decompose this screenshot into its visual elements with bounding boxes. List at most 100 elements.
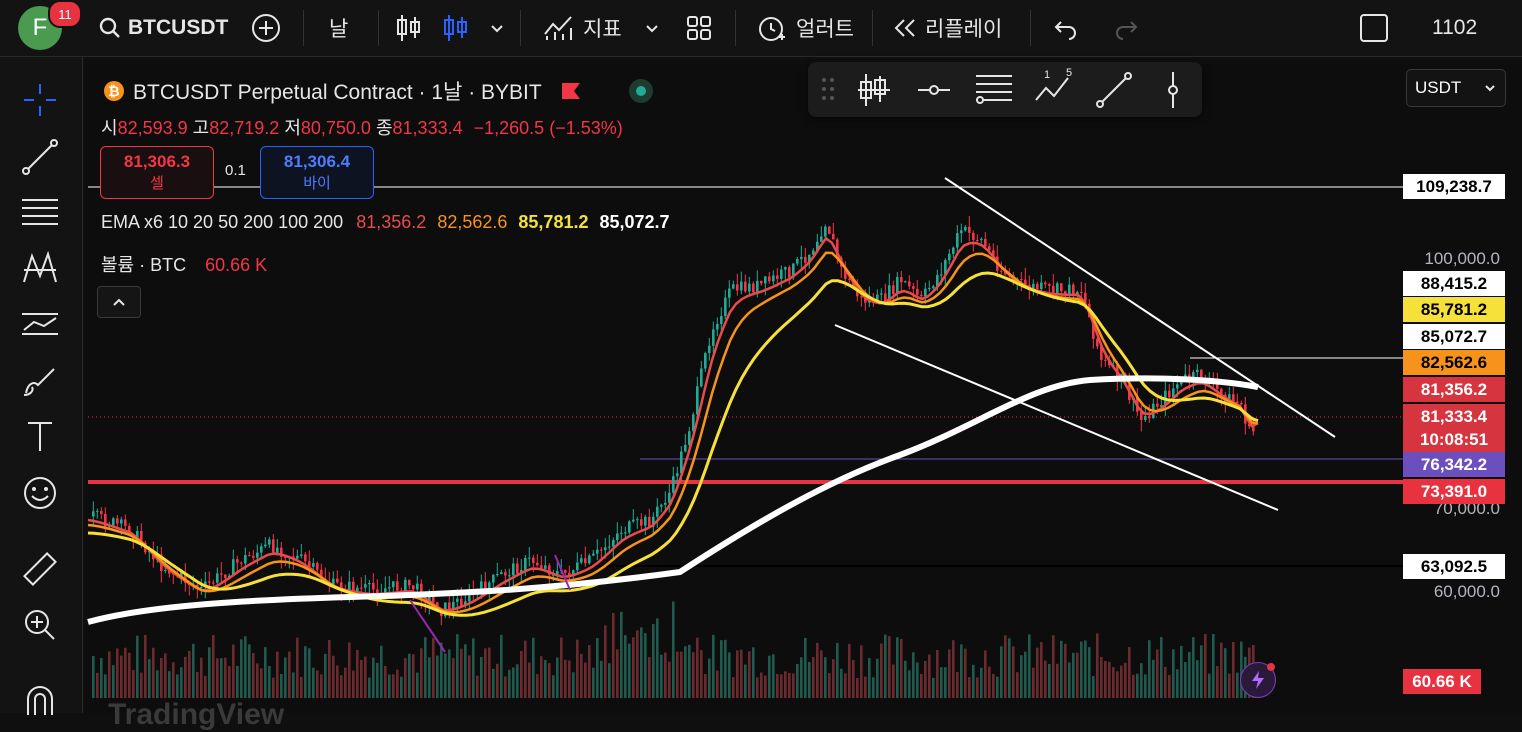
volume-bar — [732, 677, 735, 698]
zoom-tool[interactable] — [18, 603, 62, 647]
volume-bar — [240, 639, 243, 698]
indicators-dropdown[interactable] — [643, 0, 661, 56]
collapse-legend-button[interactable] — [97, 286, 141, 318]
volume-bar — [1132, 674, 1135, 698]
candle-body — [724, 297, 727, 317]
replay-button[interactable]: 리플레이 — [891, 0, 1002, 56]
redo-button[interactable] — [1113, 0, 1139, 56]
brush-tool[interactable] — [18, 359, 62, 403]
candle-body — [304, 554, 307, 562]
buy-button[interactable]: 81,306.4 바이 — [260, 146, 374, 199]
candle-body — [764, 276, 767, 284]
candle-body — [1024, 279, 1027, 285]
volume-bar — [148, 659, 151, 698]
volume-bar — [972, 664, 975, 698]
crosshair-tool[interactable] — [18, 78, 62, 122]
volume-bar — [292, 672, 295, 698]
volume-bar — [1052, 635, 1055, 698]
fullscreen-button[interactable] — [1358, 0, 1390, 56]
horizontal-ray-icon[interactable] — [916, 70, 952, 110]
volume-bar — [384, 665, 387, 698]
undo-button[interactable] — [1053, 0, 1079, 56]
volume-bar — [532, 637, 535, 698]
grid-layout-icon — [687, 16, 711, 40]
volume-bar — [524, 640, 527, 698]
volume-bar — [660, 654, 663, 698]
vertical-line-icon[interactable] — [1158, 70, 1188, 110]
candle-body — [312, 563, 315, 567]
volume-bar — [1208, 673, 1211, 698]
candle-body — [1040, 282, 1043, 290]
candle-body — [888, 285, 891, 302]
volume-bar — [1144, 674, 1147, 698]
volume-bar — [324, 653, 327, 698]
volume-legend[interactable]: 볼륨 · BTC 60.66 K — [101, 255, 268, 275]
layout-number[interactable]: 1102 — [1432, 16, 1478, 39]
bar-style-button[interactable] — [396, 0, 422, 56]
emoji-tool[interactable] — [18, 471, 62, 515]
ruler-icon — [23, 552, 57, 586]
line-tool-icon[interactable] — [1094, 70, 1134, 110]
volume-bar — [868, 658, 871, 698]
currency-select[interactable]: USDT — [1406, 69, 1506, 107]
candle-body — [1144, 416, 1147, 420]
flash-icon[interactable] — [1240, 662, 1276, 698]
symbol-label: BTCUSDT — [128, 16, 229, 39]
volume-bar — [1216, 666, 1219, 698]
symbol-legend[interactable]: ₿ BTCUSDT Perpetual Contract · 1날 · BYBI… — [103, 76, 654, 106]
interval-button[interactable]: 날 — [329, 18, 349, 41]
volume-bar — [616, 649, 619, 698]
compare-add-button[interactable] — [250, 0, 282, 56]
long-position-icon[interactable] — [856, 70, 892, 110]
flag-icon[interactable] — [560, 81, 582, 101]
ema-legend[interactable]: EMA x6 10 20 50 200 100 200 81,356.2 82,… — [101, 212, 670, 232]
volume-bar — [476, 675, 479, 698]
text-icon — [28, 422, 52, 451]
svg-text:5: 5 — [1066, 68, 1072, 79]
indicators-button[interactable]: 지표 — [543, 0, 622, 56]
volume-bar — [1220, 642, 1223, 698]
candle-body — [248, 555, 251, 557]
chart-type-dropdown[interactable] — [488, 0, 506, 56]
drag-handle-icon[interactable] — [818, 74, 838, 104]
projection-tool[interactable] — [18, 302, 62, 346]
layout-button[interactable] — [685, 0, 713, 56]
volume-bar — [116, 648, 119, 698]
volume-bar — [1124, 662, 1127, 698]
volume-bar — [896, 637, 899, 698]
ruler-tool[interactable] — [18, 547, 62, 591]
volume-bar — [1028, 634, 1031, 698]
symbol-title: BTCUSDT Perpetual Contract · 1날 · BYBIT — [133, 81, 542, 104]
fib-levels-icon[interactable] — [974, 70, 1014, 110]
alert-button[interactable]: 얼러트 — [756, 0, 854, 56]
pattern-tool[interactable] — [18, 246, 62, 290]
candle-body — [1092, 317, 1095, 339]
volume-bar — [768, 655, 771, 698]
volume-bar — [336, 665, 339, 698]
price-chart[interactable] — [0, 0, 1522, 713]
candle-body — [812, 250, 815, 255]
sell-button[interactable]: 81,306.3 셀 — [100, 146, 214, 199]
text-tool[interactable] — [18, 415, 62, 459]
volume-bar — [940, 667, 943, 698]
candles-style-button[interactable] — [443, 0, 469, 56]
candle-body — [652, 516, 655, 527]
magnet-tool[interactable] — [18, 677, 62, 721]
fib-tool[interactable] — [18, 190, 62, 234]
candle-body — [568, 572, 571, 576]
volume-bar — [96, 672, 99, 698]
candle-body — [272, 539, 275, 553]
volume-bar — [356, 649, 359, 698]
trendline-tool[interactable] — [18, 135, 62, 179]
volume-bar — [1032, 667, 1035, 698]
volume-bar — [260, 668, 263, 698]
candle-body — [540, 565, 543, 569]
candle-body — [544, 565, 547, 569]
volume-bar — [728, 652, 731, 698]
symbol-search-button[interactable]: BTCUSDT — [98, 0, 228, 56]
candle-body — [408, 579, 411, 586]
volume-bar — [792, 673, 795, 698]
candle-body — [164, 569, 167, 572]
